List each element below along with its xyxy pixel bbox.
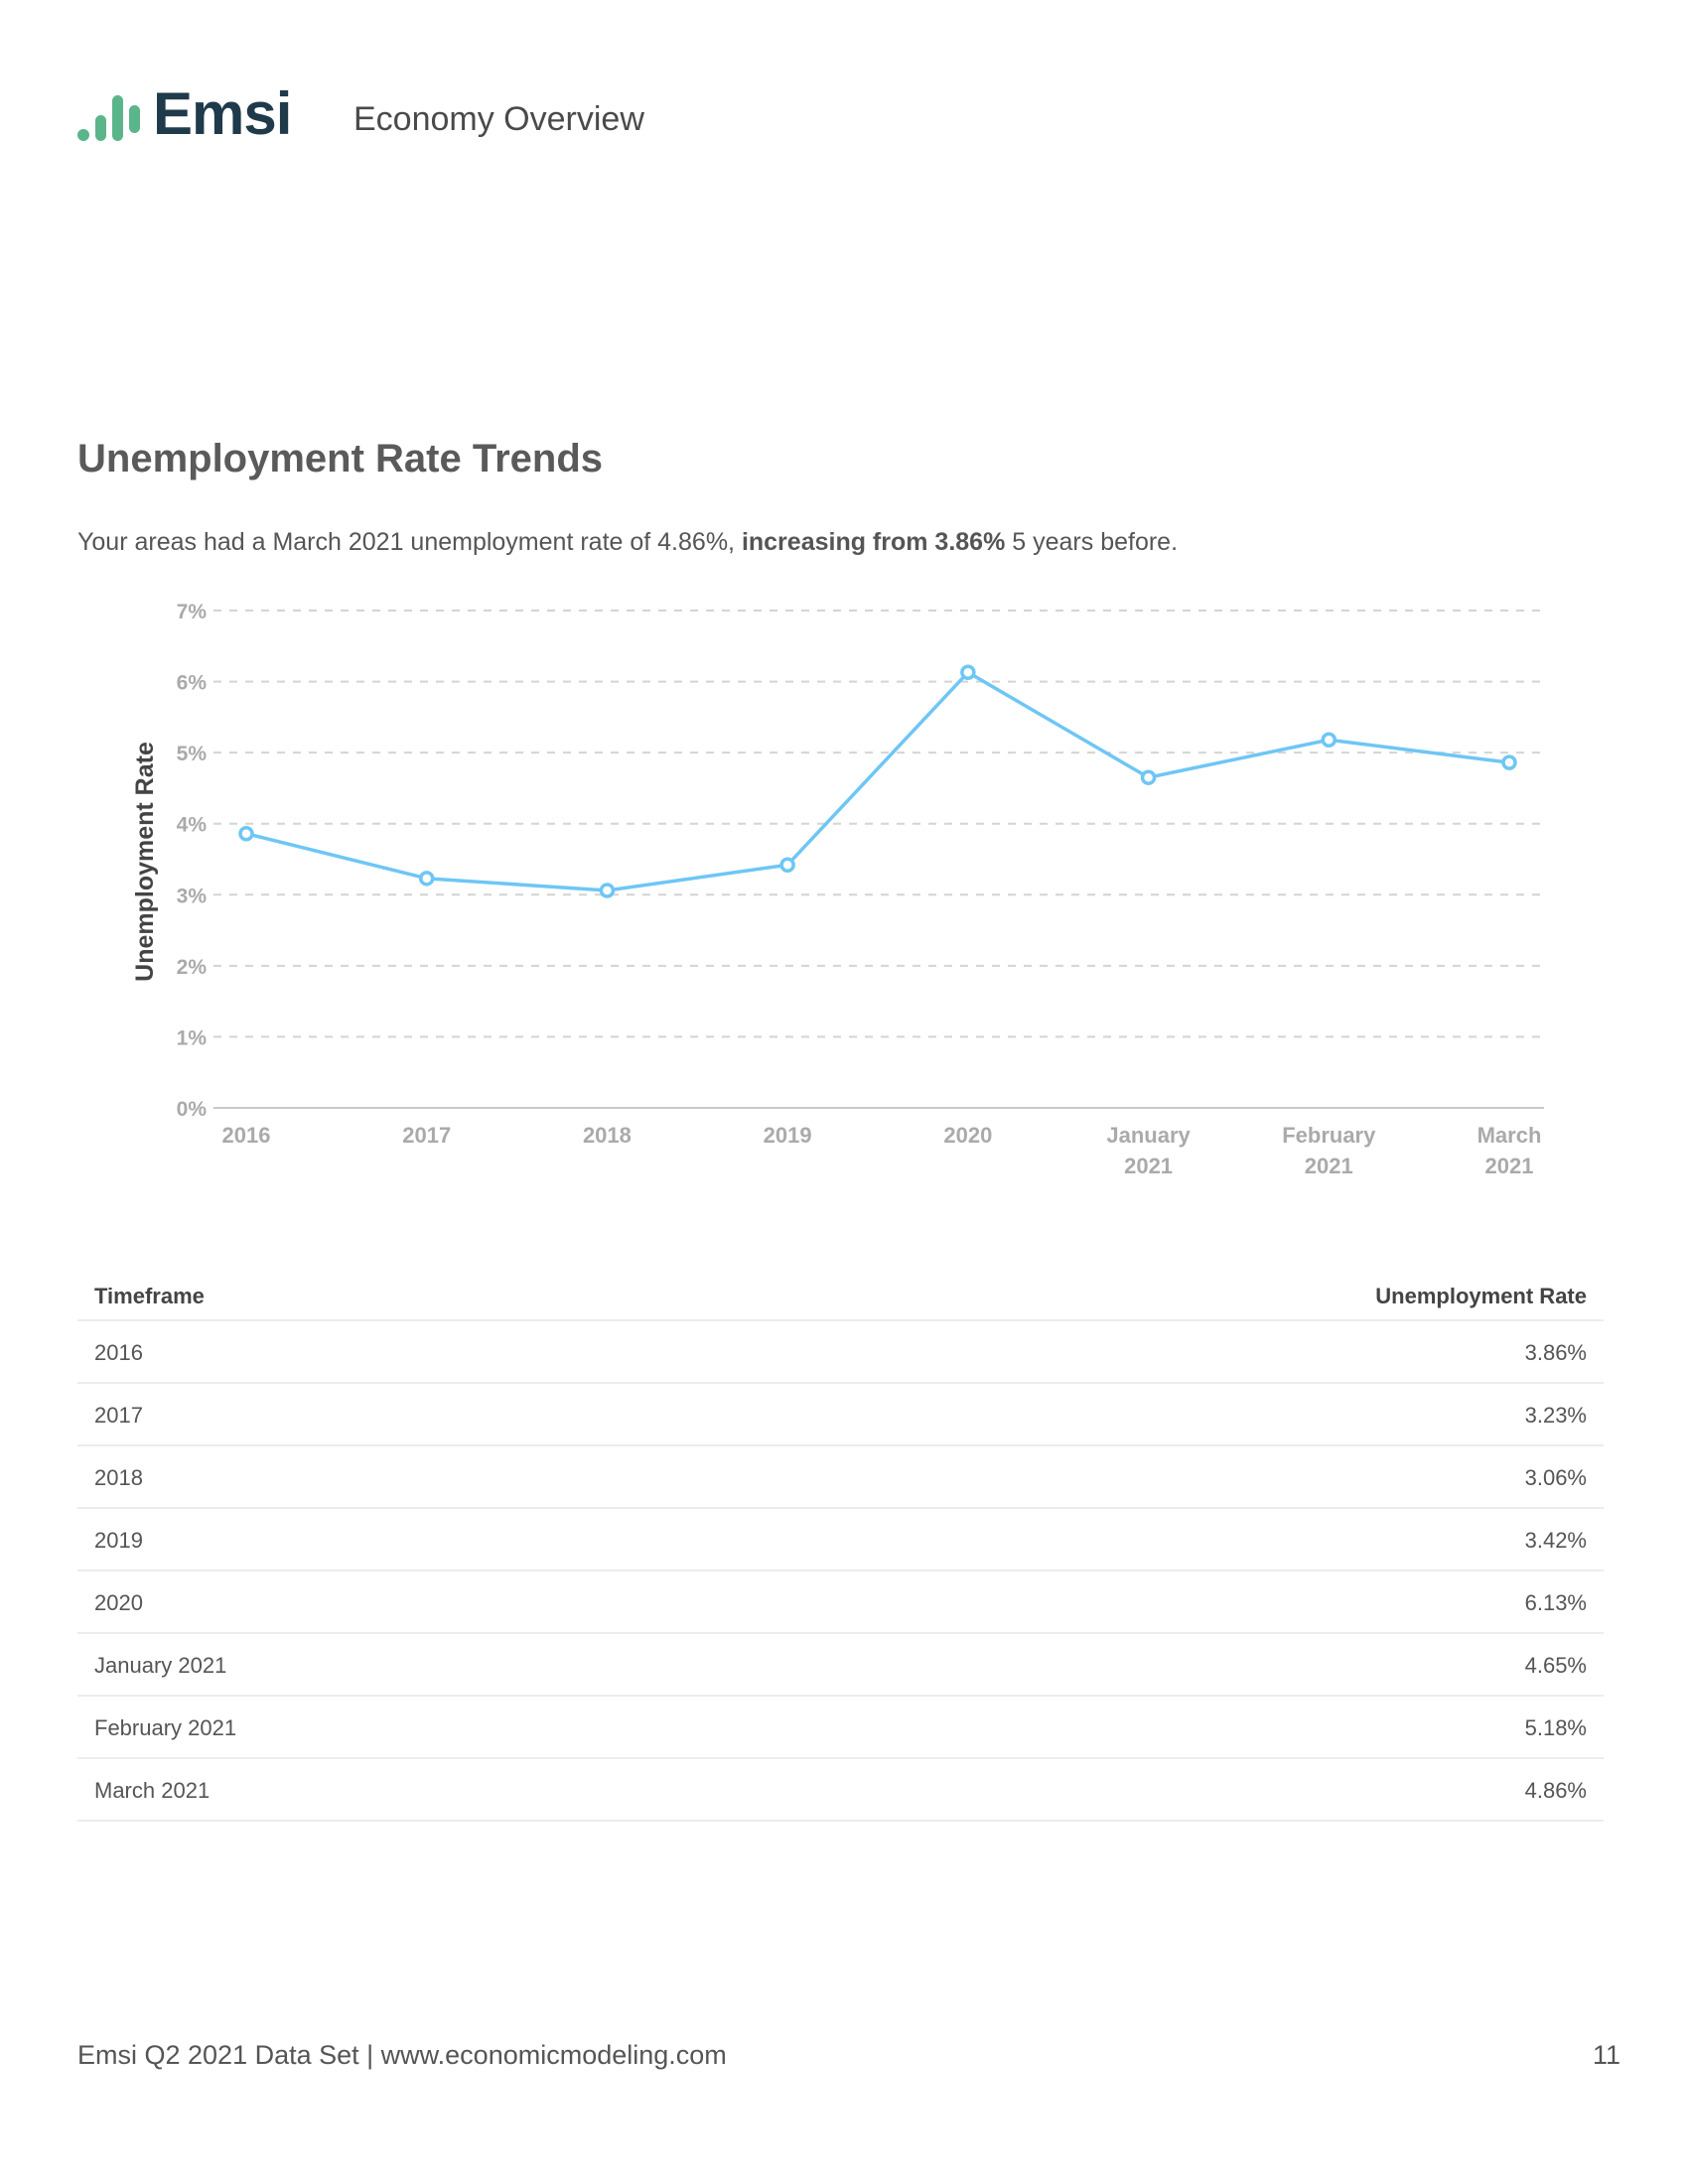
table-row: 2019 3.42% <box>77 1509 1604 1571</box>
x-tick-label: 2020 <box>943 1123 992 1148</box>
x-tick-label-line: 2018 <box>583 1123 632 1148</box>
y-tick-label: 3% <box>177 885 208 907</box>
table-body: 2016 3.86% 2017 3.23% 2018 3.06% 2019 3.42% 2020… <box>77 1321 1604 1822</box>
y-tick-label: 4% <box>177 814 208 837</box>
x-tick-label: March 2021 <box>1477 1123 1542 1178</box>
page-number: 11 <box>1592 2040 1620 2070</box>
y-axis-ticks: 0% 1% 2% 3% 4% 5% 6% 7% <box>177 601 208 1121</box>
x-tick-label: February 2021 <box>1282 1123 1376 1178</box>
timeframe-cell: 2019 <box>94 1528 143 1553</box>
data-point <box>960 664 976 681</box>
x-tick-label: 2019 <box>764 1123 812 1148</box>
timeframe-cell: March 2021 <box>94 1778 211 1803</box>
x-tick-label-line: 2021 <box>1124 1154 1173 1178</box>
x-tick-label-line: 2017 <box>402 1123 451 1148</box>
rate-cell: 6.13% <box>1524 1590 1587 1615</box>
y-tick-label: 2% <box>177 956 208 979</box>
page-header: Emsi Economy Overview <box>77 80 1567 147</box>
x-tick-label: 2017 <box>402 1123 451 1148</box>
logo-bars-icon <box>77 95 140 141</box>
header-timeframe: Timeframe <box>94 1284 205 1308</box>
data-point <box>599 883 616 898</box>
timeframe-cell: 2020 <box>94 1590 143 1615</box>
table-row: January 2021 4.65% <box>77 1634 1604 1697</box>
x-tick-label-line: January <box>1106 1123 1191 1148</box>
summary-text: Your areas had a March 2021 unemployment… <box>77 526 1178 558</box>
rate-cell: 4.65% <box>1524 1653 1587 1678</box>
chart-grid <box>213 610 1544 1109</box>
summary-suffix: 5 years before. <box>1005 528 1179 556</box>
rate-cell: 3.06% <box>1524 1465 1587 1490</box>
unemployment-line-chart: 0% 1% 2% 3% 4% 5% 6% 7% 2016 2017 2018 2019 2020 Jan… <box>131 601 1544 1178</box>
table-row: 2016 3.86% <box>77 1321 1604 1384</box>
data-point <box>1140 769 1157 785</box>
y-tick-label: 7% <box>177 601 208 623</box>
footer-text: Emsi Q2 2021 Data Set | www.economicmode… <box>77 2040 727 2070</box>
table-row: 2017 3.23% <box>77 1384 1604 1446</box>
data-point <box>1321 732 1337 749</box>
timeframe-cell: 2016 <box>94 1340 143 1365</box>
table-row: 2020 6.13% <box>77 1571 1604 1634</box>
timeframe-cell: 2017 <box>94 1403 143 1428</box>
header-title: Economy Overview <box>353 100 644 138</box>
timeframe-cell: February 2021 <box>94 1715 237 1740</box>
rate-cell: 5.18% <box>1524 1715 1587 1740</box>
chart-series <box>238 664 1517 898</box>
header-unemployment-rate: Unemployment Rate <box>1375 1284 1587 1308</box>
table-row: 2018 3.06% <box>77 1446 1604 1509</box>
summary-bold: increasing from 3.86% <box>741 528 1006 556</box>
x-axis-ticks: 2016 2017 2018 2019 2020 January 2021 February 2… <box>222 1123 1542 1178</box>
x-tick-label: January 2021 <box>1106 1123 1191 1178</box>
unemployment-table: Timeframe Unemployment Rate 2016 3.86% 201… <box>77 1259 1604 1822</box>
table-row: March 2021 4.86% <box>77 1759 1604 1822</box>
y-tick-label: 5% <box>177 743 208 765</box>
rate-cell: 3.86% <box>1524 1340 1587 1365</box>
y-axis-label: Unemployment Rate <box>131 742 159 982</box>
data-point <box>779 857 795 873</box>
y-tick-label: 6% <box>177 672 208 695</box>
x-tick-label: 2016 <box>222 1123 271 1148</box>
x-tick-label-line: March <box>1477 1123 1542 1148</box>
logo-text: Emsi <box>153 80 292 147</box>
series-line <box>245 670 1510 892</box>
timeframe-cell: January 2021 <box>94 1653 227 1678</box>
timeframe-cell: 2018 <box>94 1465 143 1490</box>
x-tick-label-line: 2020 <box>943 1123 992 1148</box>
section-title: Unemployment Rate Trends <box>77 437 604 480</box>
x-tick-label-line: February <box>1282 1123 1376 1148</box>
table-row: February 2021 5.18% <box>77 1697 1604 1759</box>
x-tick-label-line: 2019 <box>764 1123 812 1148</box>
x-tick-label-line: 2016 <box>222 1123 271 1148</box>
emsi-logo: Emsi <box>77 80 306 147</box>
x-tick-label-line: 2021 <box>1485 1154 1534 1178</box>
y-tick-label: 0% <box>177 1098 208 1121</box>
data-point <box>1501 754 1517 770</box>
rate-cell: 3.23% <box>1524 1403 1587 1428</box>
x-tick-label-line: 2021 <box>1305 1154 1353 1178</box>
y-tick-label: 1% <box>177 1026 208 1049</box>
rate-cell: 3.42% <box>1524 1528 1587 1553</box>
x-tick-label: 2018 <box>583 1123 632 1148</box>
data-point <box>418 871 435 887</box>
rate-cell: 4.86% <box>1524 1778 1587 1803</box>
data-point <box>238 825 254 842</box>
summary-prefix: Your areas had a March 2021 unemployment… <box>77 528 742 556</box>
table-header-row: Timeframe Unemployment Rate <box>77 1259 1604 1321</box>
